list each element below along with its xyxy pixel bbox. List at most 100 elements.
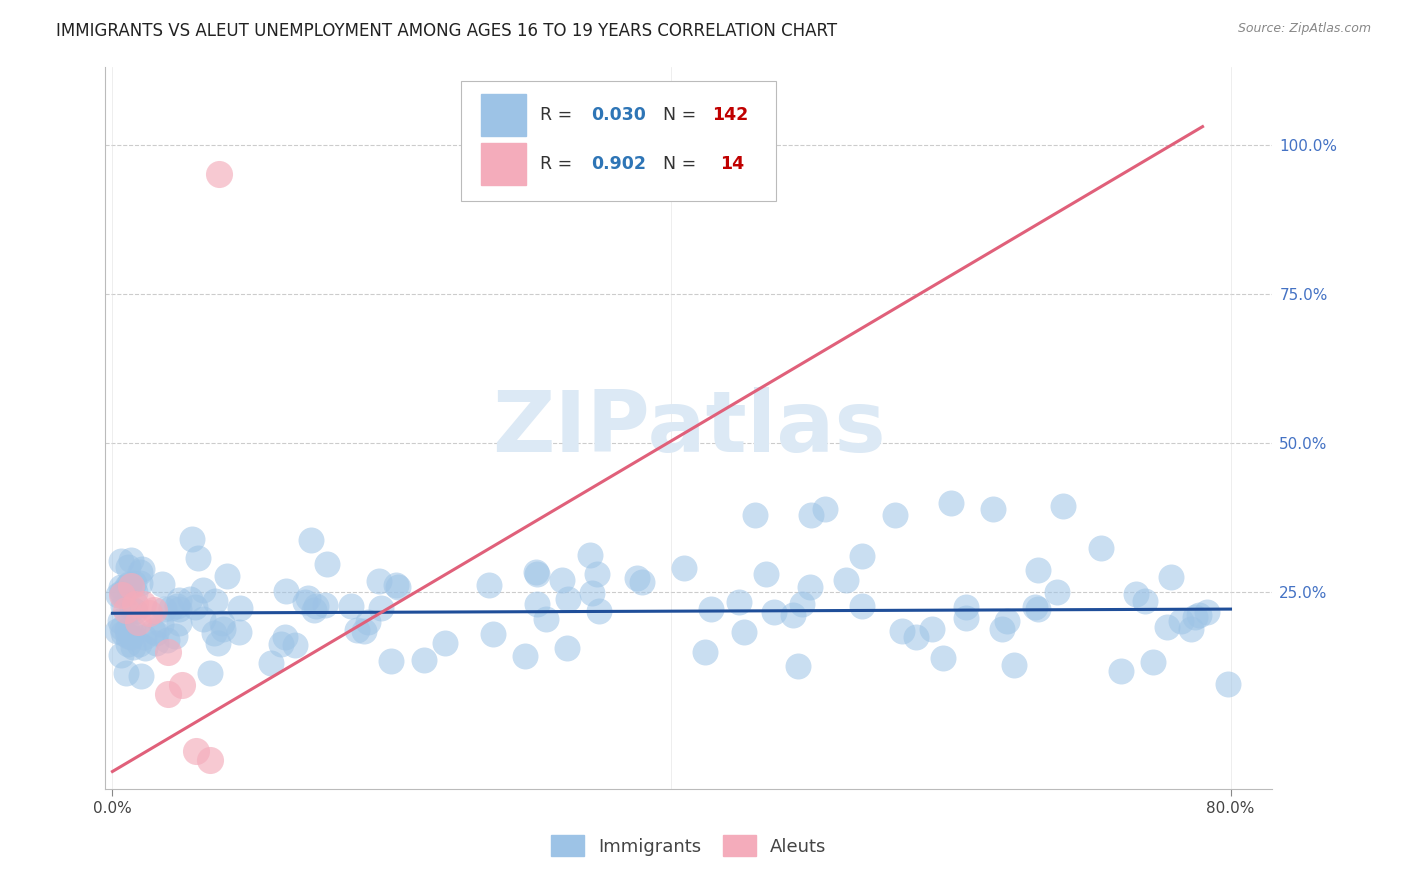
Point <box>163 629 186 643</box>
Point <box>105 624 128 638</box>
Point <box>585 566 607 581</box>
Point <box>315 557 337 571</box>
Point <box>1142 655 1164 669</box>
Point <box>799 580 821 594</box>
Point <box>1133 594 1156 608</box>
Point <box>166 599 188 613</box>
Point <box>588 604 610 618</box>
Point <box>673 561 696 575</box>
Point <box>200 665 222 680</box>
Point <box>932 650 955 665</box>
Point <box>299 533 322 548</box>
Point <box>370 600 392 615</box>
Point <box>302 602 325 616</box>
Point <box>728 595 751 609</box>
Point <box>111 588 134 602</box>
Point <box>211 616 233 631</box>
Point <box>851 549 873 563</box>
Point <box>626 571 648 585</box>
Text: N =: N = <box>664 155 696 173</box>
Point <box>1184 609 1206 624</box>
Point <box>534 612 557 626</box>
Point <box>524 565 547 579</box>
Point <box>191 582 214 597</box>
Point <box>581 586 603 600</box>
Point <box>884 508 907 522</box>
Point <box>207 636 229 650</box>
Point <box>555 640 578 655</box>
Point <box>579 548 602 562</box>
Point <box>153 601 176 615</box>
Point <box>1195 605 1218 619</box>
Point <box>107 588 129 602</box>
Point <box>551 573 574 587</box>
Text: 0.902: 0.902 <box>591 155 645 173</box>
Point <box>134 641 156 656</box>
Point <box>108 614 131 628</box>
Point <box>160 600 183 615</box>
Point <box>284 638 307 652</box>
Point <box>115 623 138 637</box>
Point <box>120 553 142 567</box>
Point <box>118 580 141 594</box>
Point <box>167 615 190 630</box>
Legend: Immigrants, Aleuts: Immigrants, Aleuts <box>544 828 834 863</box>
Text: 14: 14 <box>720 155 745 173</box>
Point <box>186 743 208 757</box>
Point <box>124 604 146 618</box>
Point <box>142 624 165 639</box>
Point <box>1024 599 1046 614</box>
Point <box>270 637 292 651</box>
Point <box>557 592 579 607</box>
FancyBboxPatch shape <box>481 95 526 136</box>
Point <box>955 611 977 625</box>
Point <box>693 645 716 659</box>
Point <box>387 580 409 594</box>
Point <box>122 575 145 590</box>
Point <box>297 591 319 606</box>
Point <box>1002 658 1025 673</box>
Point <box>138 607 160 621</box>
Point <box>891 624 914 638</box>
Point <box>217 569 239 583</box>
Point <box>121 640 143 655</box>
Point <box>129 575 152 590</box>
Point <box>1090 541 1112 555</box>
Point <box>193 612 215 626</box>
Point <box>955 600 977 615</box>
Point <box>384 578 406 592</box>
Point <box>122 622 145 636</box>
Point <box>733 624 755 639</box>
Text: 0.030: 0.030 <box>591 106 645 124</box>
Point <box>181 532 204 546</box>
Point <box>814 501 837 516</box>
Text: R =: R = <box>540 155 578 173</box>
Point <box>150 616 173 631</box>
Point <box>228 601 250 615</box>
Point <box>145 636 167 650</box>
Text: R =: R = <box>540 106 578 124</box>
Point <box>117 629 139 643</box>
Point <box>762 605 785 619</box>
Point <box>755 567 778 582</box>
Point <box>115 603 138 617</box>
Text: IMMIGRANTS VS ALEUT UNEMPLOYMENT AMONG AGES 16 TO 19 YEARS CORRELATION CHART: IMMIGRANTS VS ALEUT UNEMPLOYMENT AMONG A… <box>56 22 838 40</box>
Point <box>346 624 368 638</box>
Point <box>834 573 856 587</box>
Text: 142: 142 <box>713 106 748 124</box>
Point <box>120 624 142 639</box>
Point <box>129 669 152 683</box>
Point <box>187 550 209 565</box>
FancyBboxPatch shape <box>461 81 776 201</box>
Point <box>208 167 231 181</box>
Point <box>1160 569 1182 583</box>
Point <box>700 602 723 616</box>
Point <box>111 626 134 640</box>
Point <box>851 599 873 614</box>
Point <box>132 597 155 611</box>
Point <box>357 615 380 629</box>
Point <box>1180 622 1202 636</box>
Point <box>167 593 190 607</box>
Text: N =: N = <box>664 106 696 124</box>
Point <box>744 508 766 522</box>
